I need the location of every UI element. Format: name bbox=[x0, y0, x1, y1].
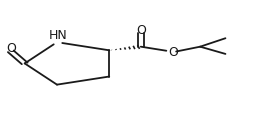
Text: HN: HN bbox=[49, 29, 68, 42]
Text: O: O bbox=[6, 42, 16, 55]
Text: O: O bbox=[168, 46, 178, 59]
Text: O: O bbox=[136, 24, 146, 37]
